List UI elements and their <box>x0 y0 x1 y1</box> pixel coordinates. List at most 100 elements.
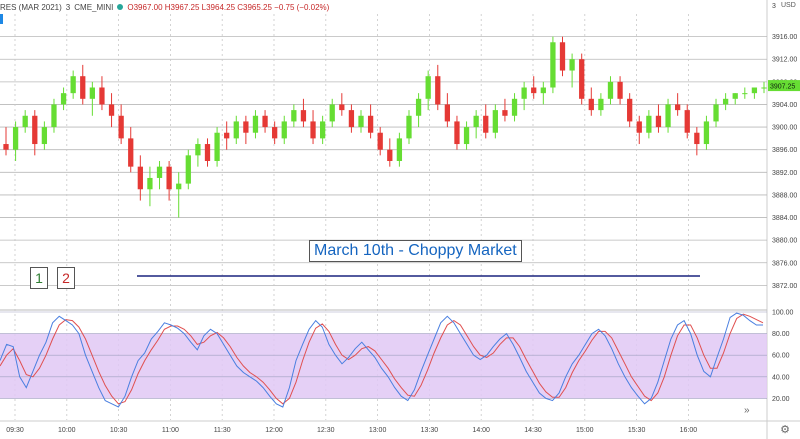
candle[interactable] <box>579 59 585 99</box>
price-tick-label: 3912.00 <box>772 57 797 64</box>
exchange-label: CME_MINI <box>74 2 114 12</box>
candle[interactable] <box>722 98 729 105</box>
symbol-label[interactable]: RES (MAR 2021) <box>0 2 62 12</box>
candle[interactable] <box>531 87 537 94</box>
candle[interactable] <box>156 166 163 178</box>
time-tick-label: 15:30 <box>628 427 646 434</box>
gear-icon[interactable]: ⚙ <box>780 424 790 436</box>
candle[interactable] <box>396 138 403 161</box>
candle[interactable] <box>675 104 681 111</box>
candle[interactable] <box>233 121 239 139</box>
candle[interactable] <box>713 104 719 122</box>
candle[interactable] <box>108 104 115 116</box>
candle[interactable] <box>540 87 546 94</box>
candle[interactable] <box>204 144 211 161</box>
candle[interactable] <box>118 115 124 139</box>
candle[interactable] <box>99 87 105 105</box>
candle[interactable] <box>636 121 642 133</box>
candle[interactable] <box>751 87 758 94</box>
candle[interactable] <box>627 98 633 122</box>
candle[interactable] <box>588 98 594 111</box>
candle[interactable] <box>272 127 278 139</box>
candle[interactable] <box>377 132 383 150</box>
candle[interactable] <box>80 76 86 99</box>
interval-label[interactable]: 3 <box>65 2 71 12</box>
candle[interactable] <box>3 144 9 150</box>
candle[interactable] <box>569 59 575 71</box>
candle[interactable] <box>224 132 230 139</box>
candle[interactable] <box>41 127 48 145</box>
candle[interactable] <box>89 87 95 99</box>
candle[interactable] <box>387 149 393 161</box>
candle[interactable] <box>262 115 268 128</box>
candle[interactable] <box>598 98 604 111</box>
scroll-to-end-icon[interactable]: » <box>744 405 750 416</box>
time-tick-label: 15:00 <box>576 427 594 434</box>
candle[interactable] <box>319 121 326 139</box>
candle[interactable] <box>185 155 191 184</box>
candle[interactable] <box>761 87 767 89</box>
candle[interactable] <box>195 144 201 156</box>
candle[interactable] <box>214 132 220 161</box>
marker-two[interactable]: 2 <box>57 267 75 289</box>
candle[interactable] <box>483 115 489 133</box>
candle[interactable] <box>300 110 307 122</box>
candle[interactable] <box>51 104 57 128</box>
candle[interactable] <box>521 87 527 99</box>
marker-one[interactable]: 1 <box>30 267 48 289</box>
candle[interactable] <box>665 104 671 128</box>
candle[interactable] <box>425 76 431 99</box>
oscillator-band <box>0 333 767 399</box>
candle[interactable] <box>617 81 623 99</box>
candle[interactable] <box>291 110 297 122</box>
candle[interactable] <box>281 121 287 139</box>
candle[interactable] <box>444 104 451 122</box>
candle[interactable] <box>694 132 700 145</box>
candle[interactable] <box>176 183 182 190</box>
candle[interactable] <box>22 115 28 128</box>
candle[interactable] <box>60 93 67 105</box>
candle[interactable] <box>607 81 614 99</box>
candle[interactable] <box>463 127 470 145</box>
annotation-label[interactable]: March 10th - Choppy Market <box>309 240 522 262</box>
indicator-tab-marker[interactable] <box>0 14 3 24</box>
candle[interactable] <box>329 104 335 122</box>
candle[interactable] <box>415 98 422 116</box>
candle[interactable] <box>147 177 153 190</box>
candle[interactable] <box>703 121 710 145</box>
price-axis-panel[interactable] <box>767 0 800 439</box>
candle[interactable] <box>367 115 374 133</box>
candle[interactable] <box>406 115 412 139</box>
candle[interactable] <box>32 115 38 145</box>
candle[interactable] <box>339 104 345 111</box>
time-tick-label: 16:00 <box>680 427 698 434</box>
candle[interactable] <box>12 127 19 150</box>
candle[interactable] <box>684 110 690 133</box>
candle[interactable] <box>137 166 143 190</box>
currency-label[interactable]: USD <box>781 2 796 9</box>
candle[interactable] <box>435 76 441 105</box>
candle[interactable] <box>732 93 738 99</box>
candle[interactable] <box>742 93 748 95</box>
candle[interactable] <box>502 110 508 116</box>
candle[interactable] <box>492 110 498 133</box>
candle[interactable] <box>454 121 460 145</box>
candle[interactable] <box>473 115 479 128</box>
candle[interactable] <box>252 115 259 133</box>
candle[interactable] <box>128 138 134 167</box>
candle[interactable] <box>243 121 249 133</box>
candle[interactable] <box>70 76 76 94</box>
candle[interactable] <box>358 115 364 128</box>
candle[interactable] <box>550 42 556 88</box>
candle[interactable] <box>655 115 662 128</box>
candle[interactable] <box>559 42 566 71</box>
candle[interactable] <box>348 110 355 128</box>
time-tick-label: 12:00 <box>265 427 283 434</box>
chart-header: RES (MAR 2021) 3 CME_MINI O3967.00 H3967… <box>0 0 329 14</box>
time-tick-label: 13:30 <box>421 427 439 434</box>
candle[interactable] <box>511 98 518 116</box>
candle[interactable] <box>310 121 316 139</box>
candle[interactable] <box>166 166 172 190</box>
candle[interactable] <box>646 115 652 133</box>
